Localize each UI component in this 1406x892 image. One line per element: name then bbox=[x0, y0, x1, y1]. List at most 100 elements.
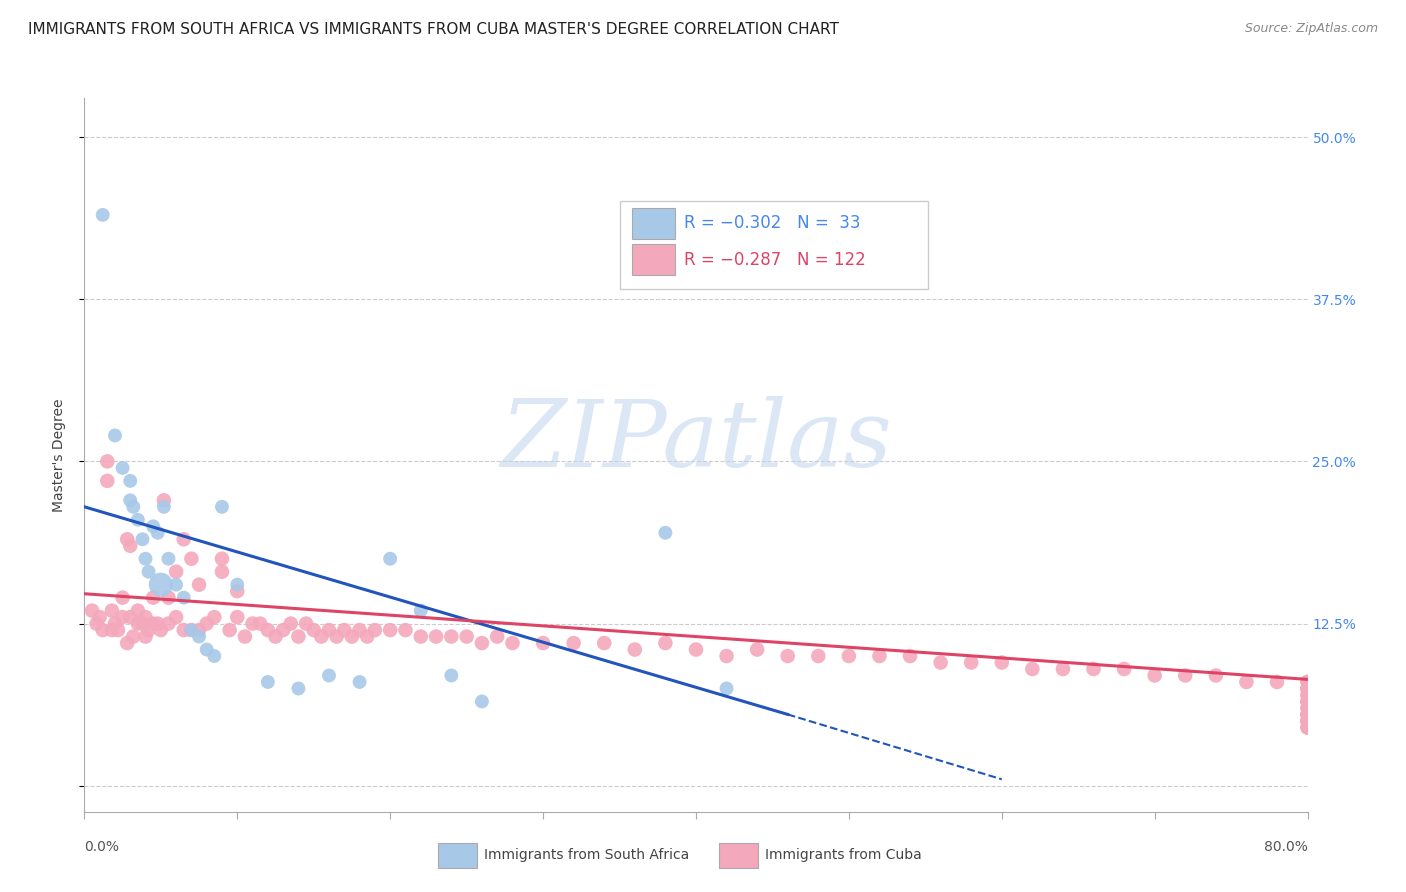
Point bbox=[486, 630, 509, 644]
Point bbox=[149, 623, 172, 637]
Point bbox=[115, 636, 138, 650]
Point bbox=[153, 493, 176, 508]
Point bbox=[380, 551, 402, 566]
Point bbox=[471, 636, 494, 650]
Point bbox=[91, 208, 114, 222]
Point bbox=[211, 500, 233, 514]
Point bbox=[135, 610, 157, 624]
Point bbox=[1296, 707, 1319, 722]
Point bbox=[264, 630, 287, 644]
Point bbox=[138, 623, 160, 637]
Point bbox=[318, 668, 340, 682]
Point bbox=[127, 616, 149, 631]
Point bbox=[146, 616, 169, 631]
Text: ZIPatlas: ZIPatlas bbox=[501, 396, 891, 485]
Point bbox=[173, 623, 195, 637]
Point bbox=[233, 630, 256, 644]
Point bbox=[1296, 707, 1319, 722]
Point bbox=[115, 533, 138, 547]
Point bbox=[122, 500, 145, 514]
Point bbox=[120, 539, 142, 553]
Y-axis label: Master's Degree: Master's Degree bbox=[52, 398, 66, 512]
Point bbox=[456, 630, 478, 644]
Point bbox=[101, 623, 124, 637]
Text: R = −0.287   N = 122: R = −0.287 N = 122 bbox=[685, 251, 866, 268]
Point bbox=[157, 591, 180, 605]
Point bbox=[135, 630, 157, 644]
Point bbox=[1296, 688, 1319, 702]
Point bbox=[287, 630, 309, 644]
Point bbox=[1296, 714, 1319, 728]
Point bbox=[776, 648, 799, 663]
Point bbox=[409, 604, 432, 618]
Point bbox=[195, 616, 218, 631]
Point bbox=[80, 604, 103, 618]
Point bbox=[311, 630, 333, 644]
Point bbox=[1296, 714, 1319, 728]
Point bbox=[356, 630, 378, 644]
Point bbox=[180, 623, 202, 637]
Point bbox=[1143, 668, 1166, 682]
Point bbox=[180, 551, 202, 566]
Point bbox=[869, 648, 891, 663]
Point bbox=[188, 623, 211, 637]
Point bbox=[1296, 707, 1319, 722]
Point bbox=[257, 623, 280, 637]
Point bbox=[380, 623, 402, 637]
Point bbox=[929, 656, 952, 670]
Point bbox=[654, 525, 676, 540]
Point bbox=[593, 636, 616, 650]
Point bbox=[716, 648, 738, 663]
Point bbox=[440, 668, 463, 682]
Point bbox=[1296, 681, 1319, 696]
Point bbox=[188, 630, 211, 644]
Point bbox=[86, 616, 108, 631]
Point bbox=[1205, 668, 1227, 682]
Point bbox=[898, 648, 921, 663]
Point bbox=[96, 454, 118, 468]
Point bbox=[195, 642, 218, 657]
Point bbox=[1236, 675, 1258, 690]
Point bbox=[257, 675, 280, 690]
Text: Immigrants from South Africa: Immigrants from South Africa bbox=[484, 848, 689, 863]
Point bbox=[120, 493, 142, 508]
Point bbox=[91, 623, 114, 637]
Point bbox=[364, 623, 387, 637]
Point bbox=[131, 533, 153, 547]
Point bbox=[1296, 707, 1319, 722]
Point bbox=[838, 648, 860, 663]
Point bbox=[135, 551, 157, 566]
Point bbox=[1296, 714, 1319, 728]
Point bbox=[146, 525, 169, 540]
Point bbox=[1265, 675, 1288, 690]
Point bbox=[101, 604, 124, 618]
Point bbox=[440, 630, 463, 644]
Text: Immigrants from Cuba: Immigrants from Cuba bbox=[765, 848, 922, 863]
Text: IMMIGRANTS FROM SOUTH AFRICA VS IMMIGRANTS FROM CUBA MASTER'S DEGREE CORRELATION: IMMIGRANTS FROM SOUTH AFRICA VS IMMIGRAN… bbox=[28, 22, 839, 37]
Point bbox=[340, 630, 363, 644]
Point bbox=[349, 623, 371, 637]
Point bbox=[173, 533, 195, 547]
Point bbox=[153, 500, 176, 514]
Point bbox=[142, 616, 165, 631]
Point bbox=[1296, 675, 1319, 690]
Point bbox=[218, 623, 240, 637]
Point bbox=[173, 591, 195, 605]
Point bbox=[1021, 662, 1043, 676]
Point bbox=[394, 623, 416, 637]
Text: 0.0%: 0.0% bbox=[84, 840, 120, 855]
Point bbox=[1296, 701, 1319, 715]
Point bbox=[1296, 688, 1319, 702]
Point bbox=[111, 610, 134, 624]
Point bbox=[960, 656, 983, 670]
Point bbox=[249, 616, 271, 631]
Point bbox=[1296, 720, 1319, 734]
Point bbox=[502, 636, 524, 650]
Point bbox=[149, 577, 172, 591]
Point bbox=[111, 461, 134, 475]
Point bbox=[104, 428, 127, 442]
Point bbox=[142, 591, 165, 605]
Point bbox=[1296, 694, 1319, 708]
Point bbox=[1296, 681, 1319, 696]
Point bbox=[1296, 694, 1319, 708]
